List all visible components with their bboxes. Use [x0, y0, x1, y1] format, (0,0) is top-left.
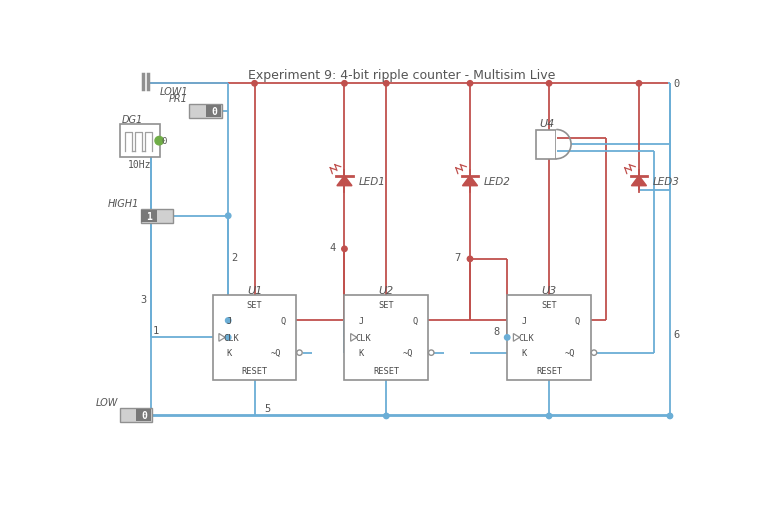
Text: 0: 0	[141, 410, 147, 420]
Text: 0: 0	[211, 107, 217, 117]
Bar	[507, 295, 591, 380]
Circle shape	[429, 350, 434, 356]
Text: 1: 1	[146, 211, 151, 221]
Text: LED1: LED1	[358, 176, 385, 186]
Circle shape	[342, 247, 347, 252]
Text: 3: 3	[140, 294, 146, 304]
Text: LED2: LED2	[484, 176, 511, 186]
Bar	[344, 295, 428, 380]
Text: Experiment 9: 4-bit ripple counter - Multisim Live: Experiment 9: 4-bit ripple counter - Mul…	[248, 69, 556, 82]
Text: Q: Q	[281, 316, 285, 325]
Bar	[120, 408, 152, 422]
Polygon shape	[514, 334, 520, 342]
Polygon shape	[350, 334, 357, 342]
Circle shape	[637, 81, 641, 87]
Text: 8: 8	[493, 327, 499, 336]
Text: CLK: CLK	[518, 333, 534, 342]
Circle shape	[591, 350, 597, 356]
Circle shape	[546, 413, 552, 419]
Text: 0: 0	[673, 79, 680, 89]
Polygon shape	[463, 176, 477, 186]
Bar	[140, 209, 173, 223]
Text: 0: 0	[162, 137, 167, 146]
Circle shape	[383, 413, 389, 419]
Text: CLK: CLK	[355, 333, 371, 342]
Text: U2: U2	[379, 285, 394, 295]
Text: PR1: PR1	[169, 94, 188, 104]
Text: LOW: LOW	[96, 398, 118, 407]
Text: J: J	[358, 316, 364, 325]
Bar	[136, 409, 151, 421]
Circle shape	[467, 257, 473, 262]
Text: LOW1: LOW1	[159, 87, 188, 97]
Bar	[190, 105, 222, 119]
Text: 6: 6	[673, 329, 679, 339]
Circle shape	[297, 350, 302, 356]
Circle shape	[504, 335, 510, 341]
Text: ~Q: ~Q	[270, 349, 281, 357]
Text: SET: SET	[379, 300, 394, 309]
Polygon shape	[631, 176, 647, 186]
Circle shape	[467, 81, 473, 87]
Text: 7: 7	[455, 252, 461, 262]
Text: K: K	[358, 349, 364, 357]
Text: U3: U3	[542, 285, 557, 295]
Bar	[205, 106, 221, 118]
Text: 4: 4	[329, 242, 336, 252]
Text: Q: Q	[575, 316, 580, 325]
Circle shape	[342, 81, 347, 87]
Text: 2: 2	[231, 252, 238, 262]
Text: SET: SET	[247, 300, 263, 309]
Bar	[556, 131, 557, 159]
Polygon shape	[219, 334, 225, 342]
Text: 10Hz: 10Hz	[128, 160, 151, 170]
Text: DG1: DG1	[122, 115, 143, 125]
Circle shape	[252, 81, 257, 87]
Text: LED3: LED3	[653, 176, 680, 186]
Bar	[120, 125, 160, 158]
Text: K: K	[521, 349, 526, 357]
Text: RESET: RESET	[241, 366, 267, 375]
Text: U1: U1	[247, 285, 262, 295]
Text: HIGH1: HIGH1	[107, 199, 139, 208]
Text: K: K	[227, 349, 232, 357]
Bar	[212, 295, 296, 380]
Bar	[141, 210, 157, 222]
Text: SET: SET	[541, 300, 557, 309]
Text: Q: Q	[412, 316, 417, 325]
Text: J: J	[227, 316, 232, 325]
Circle shape	[155, 137, 164, 146]
Circle shape	[226, 335, 231, 341]
Text: RESET: RESET	[373, 366, 399, 375]
Circle shape	[546, 81, 552, 87]
Text: J: J	[521, 316, 526, 325]
Text: CLK: CLK	[223, 333, 239, 342]
Text: 1: 1	[153, 325, 159, 335]
Text: RESET: RESET	[536, 366, 562, 375]
Text: U4: U4	[539, 118, 554, 128]
Bar	[536, 130, 557, 159]
Polygon shape	[337, 176, 352, 186]
Circle shape	[667, 413, 673, 419]
Text: 5: 5	[265, 404, 271, 413]
Text: ~Q: ~Q	[565, 349, 575, 357]
Circle shape	[226, 318, 231, 324]
Circle shape	[226, 214, 231, 219]
Circle shape	[383, 81, 389, 87]
Text: ~Q: ~Q	[402, 349, 412, 357]
